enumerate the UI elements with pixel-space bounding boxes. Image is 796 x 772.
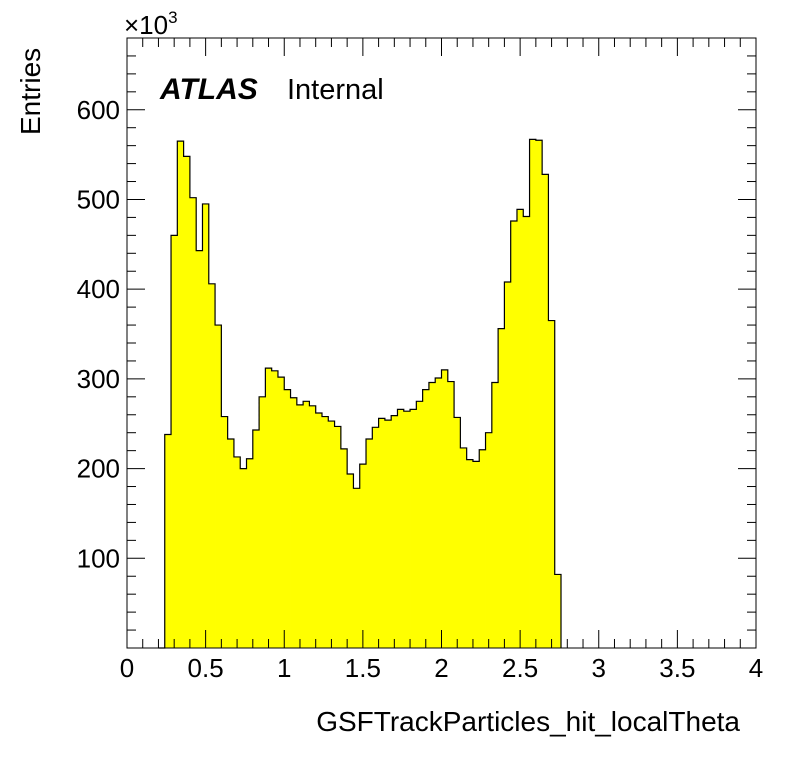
histogram-bar [378,418,386,648]
histogram-bar [189,197,197,649]
histogram-bar [240,468,247,648]
x-tick-label: 2.5 [502,653,538,683]
histogram-bar [422,389,430,648]
histogram-bar [554,574,562,648]
histogram-bar [290,397,298,648]
histogram-bar [447,381,455,648]
histogram-bar [485,432,493,648]
histogram-bar [271,370,279,648]
histogram-bar [498,328,505,648]
y-tick-label: 100 [77,543,120,573]
histogram-bar [183,156,191,649]
histogram-bar [479,449,486,648]
histogram-bar [328,421,335,648]
histogram-bar [441,369,449,648]
histogram-bar [196,250,203,648]
histogram-bar [359,464,367,648]
histogram-bar [454,417,461,648]
histogram-bar [202,203,210,649]
histogram-bar [384,420,392,648]
histogram-bar [535,140,543,648]
histogram-bar [321,416,329,648]
histogram-bar [516,209,524,648]
histogram-bar [227,438,235,648]
histogram-bar [353,488,361,648]
histogram-bar [334,426,342,648]
annotation-label: Internal [287,74,384,106]
x-tick-label: 1.5 [345,653,381,683]
x-tick-label: 3 [592,653,606,683]
histogram-bar [403,411,411,648]
x-tick-label: 4 [749,653,763,683]
y-tick-label: 600 [77,95,120,125]
histogram-bar [397,409,405,648]
y-tick-label: 500 [77,184,120,214]
histogram-bar [246,458,254,648]
histogram-bar [164,434,172,648]
histogram-bar [221,416,229,648]
histogram-bar [177,141,185,649]
histogram-bar [391,415,398,648]
histogram-bar [548,320,556,648]
histogram-bar [296,404,304,648]
x-tick-label: 0.5 [188,653,224,683]
histogram-bar [416,401,424,648]
histogram-bar [523,216,530,648]
histogram-bar [259,396,266,648]
histogram-bar [303,401,310,648]
histogram-bar [428,382,436,648]
y-axis-label: Entries [15,48,46,135]
histogram-bar [366,438,373,648]
histogram-bar [340,448,348,648]
histogram-bar [208,283,216,648]
histogram-bar [410,409,417,648]
histogram-bar [491,382,499,648]
histogram-bar [277,377,285,648]
histogram-outline [158,138,562,649]
y-tick-label: 400 [77,274,120,304]
histogram-bar [347,473,354,648]
histogram-bar [510,221,518,648]
histogram-bar [472,461,480,648]
histogram-bar [215,325,222,648]
axis-tick-labels: 0 0.5 1 1.5 2 2.5 3 3.5 4 100 200 300 400 500 600 [77,95,764,683]
histogram-bar [233,456,241,648]
histogram-bar [372,427,379,648]
annotation-brand: ATLAS [159,73,258,106]
axis-ticks [126,37,757,648]
histogram-bar [309,405,317,648]
histogram-bar [504,282,512,648]
histogram-bar [542,174,549,648]
histogram-bar [466,459,474,648]
x-tick-label: 2 [434,653,448,683]
histogram-bar [529,139,537,648]
x-tick-label: 1 [277,653,291,683]
x-tick-label: 3.5 [659,653,695,683]
x-axis-label: GSFTrackParticles_hit_localTheta [316,706,740,737]
x-tick-label: 0 [120,653,134,683]
y-multiplier: ×103 [124,8,178,40]
histogram-bar [435,377,442,648]
histogram-bar [315,412,323,648]
histogram-bar [171,235,178,648]
histogram-bar [284,389,291,648]
histogram-bar [460,447,468,648]
histogram-bars [164,139,562,649]
y-tick-label: 200 [77,454,120,484]
y-tick-label: 300 [77,364,120,394]
histogram-bar [265,368,273,648]
histogram-bar [252,430,260,648]
